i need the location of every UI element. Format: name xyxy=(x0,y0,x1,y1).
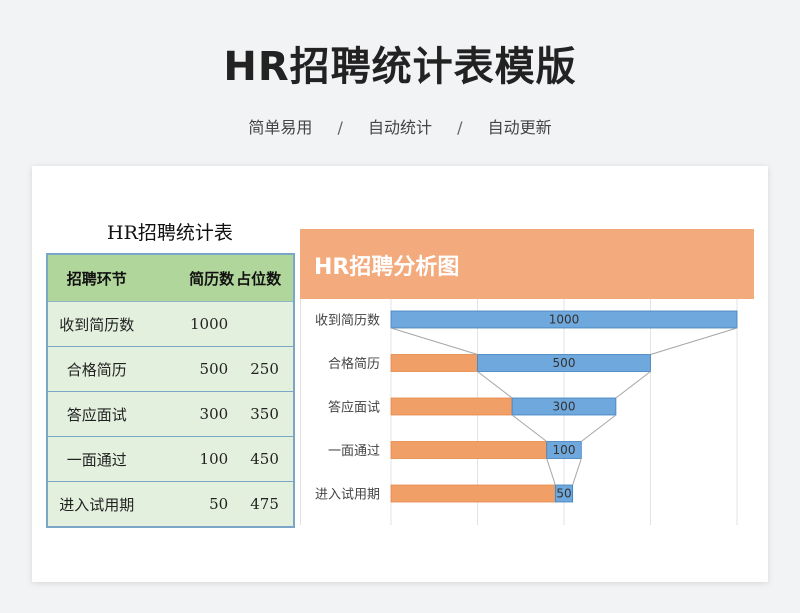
data-label: 50 xyxy=(556,487,571,501)
chart-header-band xyxy=(300,229,754,299)
cell-resumes[interactable]: 500 xyxy=(145,346,237,392)
funnel-connector xyxy=(477,371,513,399)
cell-resumes[interactable]: 50 xyxy=(145,481,237,528)
table-title: HR招聘统计表 xyxy=(107,222,233,244)
placeholder-bar[interactable] xyxy=(390,354,478,372)
table-row: 收到简历数 1000 xyxy=(46,301,295,347)
funnel-connector xyxy=(390,327,478,355)
cell-stage[interactable]: 合格简历 xyxy=(46,346,146,392)
cell-placeholder[interactable] xyxy=(236,301,295,347)
column-header-placeholder[interactable]: 占位数 xyxy=(236,253,295,302)
funnel-connector xyxy=(546,458,556,486)
cell-stage[interactable]: 进入试用期 xyxy=(46,481,146,528)
funnel-connector xyxy=(511,414,548,442)
cell-resumes[interactable]: 1000 xyxy=(145,301,237,347)
cell-placeholder[interactable]: 475 xyxy=(236,481,295,528)
data-label: 100 xyxy=(553,443,576,457)
funnel-chart[interactable]: 收到简历数 1000 合格简历 500 答应面试 300 一面通过 100 进入试用期 50 xyxy=(300,299,754,525)
placeholder-bar[interactable] xyxy=(390,397,513,416)
cell-stage[interactable]: 收到简历数 xyxy=(46,301,146,347)
category-label: 收到简历数 xyxy=(315,313,380,329)
data-label: 1000 xyxy=(549,313,580,327)
cell-resumes[interactable]: 300 xyxy=(145,391,237,437)
placeholder-bar[interactable] xyxy=(390,441,548,459)
table-row: 答应面试 300 350 xyxy=(46,391,295,437)
resume-count-bar[interactable] xyxy=(390,310,738,329)
tag-auto-update: 自动更新 xyxy=(487,118,552,137)
subtitle-row: 简单易用 / 自动统计 / 自动更新 xyxy=(0,114,800,138)
placeholder-bar[interactable] xyxy=(390,484,556,503)
funnel-connector xyxy=(615,371,651,399)
table-header-row: 招聘环节 简历数 占位数 xyxy=(46,253,295,302)
cell-placeholder[interactable]: 350 xyxy=(236,391,295,437)
table-row: 进入试用期 50 475 xyxy=(46,481,295,528)
table-row: 一面通过 100 450 xyxy=(46,436,295,482)
funnel-connector xyxy=(650,327,738,355)
resume-count-bar[interactable] xyxy=(546,441,582,459)
category-label: 进入试用期 xyxy=(315,488,380,503)
table-row: 合格简历 500 250 xyxy=(46,346,295,392)
resume-count-bar[interactable] xyxy=(477,354,651,372)
page-title: HR招聘统计表模版 xyxy=(223,44,577,90)
cell-placeholder[interactable]: 250 xyxy=(236,346,295,392)
column-header-stage[interactable]: 招聘环节 xyxy=(46,253,146,302)
funnel-connector xyxy=(580,414,617,442)
funnel-connector xyxy=(572,458,582,486)
resume-count-bar[interactable] xyxy=(511,397,617,416)
data-label: 300 xyxy=(553,400,576,414)
cell-stage[interactable]: 答应面试 xyxy=(46,391,146,437)
chart-title: HR招聘分析图 xyxy=(314,255,460,280)
tag-auto-stats: 自动统计 xyxy=(367,118,432,137)
column-header-resumes[interactable]: 简历数 xyxy=(145,253,237,302)
cell-placeholder[interactable]: 450 xyxy=(236,436,295,482)
cell-stage[interactable]: 一面通过 xyxy=(46,436,146,482)
category-label: 合格简历 xyxy=(328,356,380,372)
category-label: 答应面试 xyxy=(328,400,380,416)
tag-easy: 简单易用 xyxy=(248,118,313,137)
cell-resumes[interactable]: 100 xyxy=(145,436,237,482)
separator: / xyxy=(457,118,463,137)
resume-count-bar[interactable] xyxy=(554,484,574,503)
category-label: 一面通过 xyxy=(328,444,380,459)
data-label: 500 xyxy=(553,356,576,370)
recruitment-table: 招聘环节 简历数 占位数 收到简历数 1000 合格简历 500 250 答应面… xyxy=(46,253,295,528)
separator: / xyxy=(337,118,343,137)
